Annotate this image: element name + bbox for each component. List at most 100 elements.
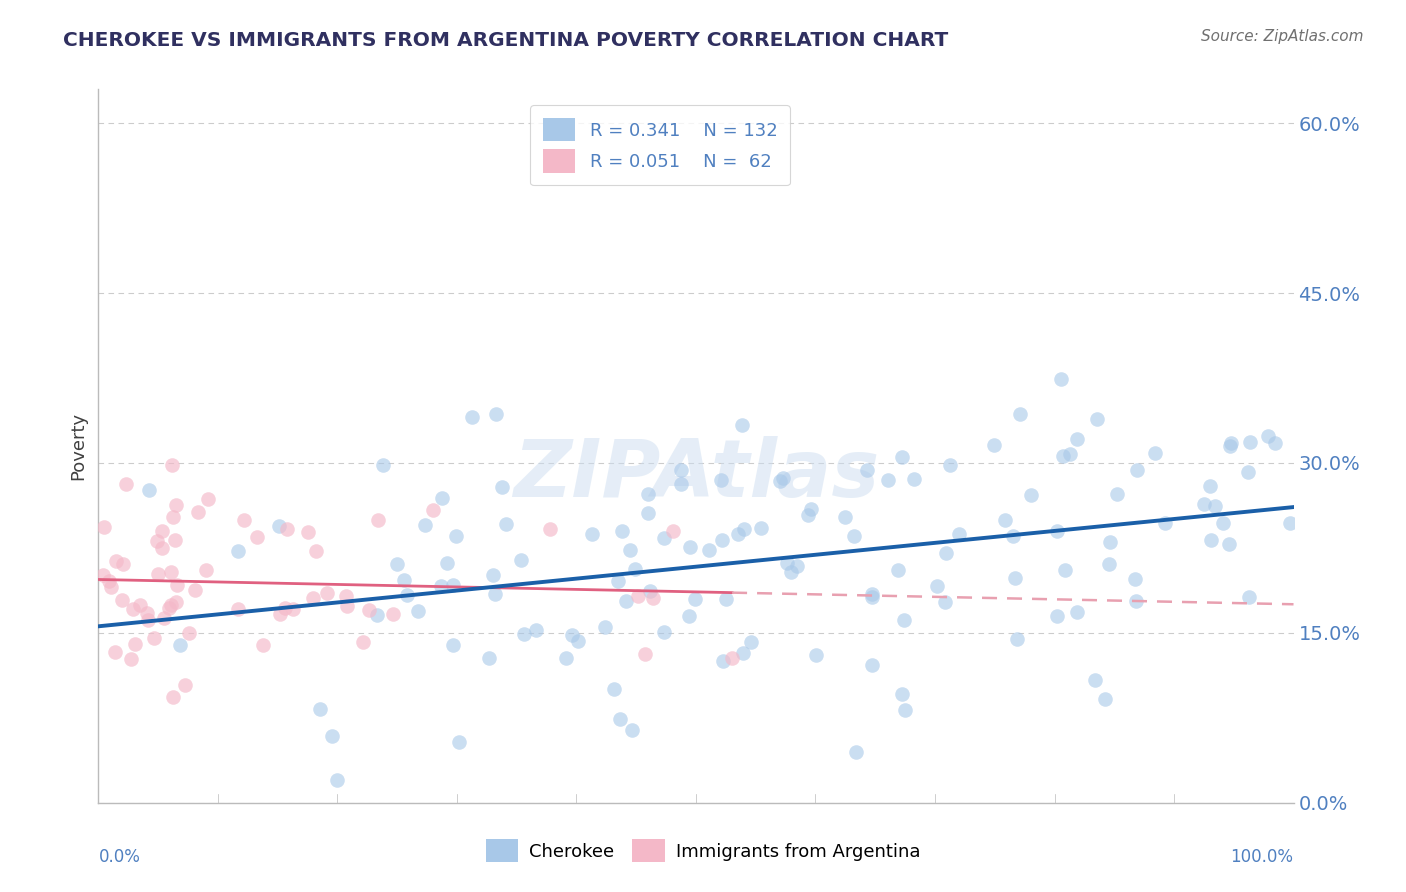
Point xyxy=(893,613,915,627)
Point xyxy=(430,579,453,593)
Point xyxy=(184,582,207,597)
Point xyxy=(983,438,1005,452)
Point xyxy=(124,637,146,651)
Point xyxy=(834,510,856,524)
Point xyxy=(394,573,416,587)
Point xyxy=(366,607,388,622)
Point xyxy=(1212,516,1234,530)
Point xyxy=(187,505,209,519)
Point xyxy=(860,590,883,604)
Point xyxy=(891,687,914,701)
Point xyxy=(122,602,145,616)
Point xyxy=(1094,692,1116,706)
Point xyxy=(652,531,675,545)
Point xyxy=(671,463,693,477)
Point xyxy=(1052,449,1074,463)
Point xyxy=(146,534,169,549)
Point xyxy=(1264,435,1286,450)
Point xyxy=(281,601,304,615)
Point xyxy=(731,417,754,432)
Point xyxy=(1123,573,1146,587)
Point xyxy=(484,587,506,601)
Point xyxy=(1201,533,1223,547)
Point xyxy=(432,491,454,506)
Text: CHEROKEE VS IMMIGRANTS FROM ARGENTINA POVERTY CORRELATION CHART: CHEROKEE VS IMMIGRANTS FROM ARGENTINA PO… xyxy=(63,31,949,50)
Point xyxy=(1219,436,1241,450)
Point xyxy=(652,625,675,640)
Point xyxy=(633,647,655,661)
Point xyxy=(367,513,389,527)
Point xyxy=(623,562,645,576)
Point xyxy=(194,563,217,577)
Point xyxy=(1237,591,1260,605)
Point xyxy=(938,458,960,472)
Point xyxy=(512,627,534,641)
Point xyxy=(1194,497,1216,511)
Point xyxy=(637,507,659,521)
Point xyxy=(169,638,191,652)
Point xyxy=(1239,434,1261,449)
Point xyxy=(842,529,865,543)
Point xyxy=(935,545,957,559)
Point xyxy=(276,522,298,536)
Point xyxy=(1237,465,1260,479)
Point xyxy=(252,638,274,652)
Point xyxy=(98,574,121,588)
Point xyxy=(91,568,114,582)
Point xyxy=(408,604,430,618)
Point xyxy=(136,613,159,627)
Point xyxy=(610,524,633,538)
Point xyxy=(485,407,508,421)
Point xyxy=(159,598,181,612)
Point xyxy=(422,503,444,517)
Point xyxy=(226,543,249,558)
Point xyxy=(1204,499,1226,513)
Point xyxy=(1050,372,1073,386)
Point xyxy=(890,450,912,464)
Point xyxy=(359,603,381,617)
Point xyxy=(150,524,173,538)
Point xyxy=(1085,412,1108,426)
Point xyxy=(641,591,664,606)
Point xyxy=(786,559,808,574)
Point xyxy=(1002,529,1025,543)
Point xyxy=(165,533,187,548)
Point xyxy=(385,557,408,571)
Point xyxy=(165,594,187,608)
Point xyxy=(481,568,503,582)
Point xyxy=(860,587,883,601)
Point xyxy=(326,773,349,788)
Point xyxy=(436,557,458,571)
Point xyxy=(619,543,641,558)
Point xyxy=(1010,407,1032,421)
Point xyxy=(162,690,184,705)
Point xyxy=(335,590,357,604)
Point xyxy=(197,492,219,507)
Point xyxy=(1199,479,1222,493)
Point xyxy=(800,502,823,516)
Point xyxy=(152,611,174,625)
Point xyxy=(716,592,738,607)
Point xyxy=(105,554,128,568)
Point xyxy=(593,620,616,634)
Point xyxy=(1098,557,1121,571)
Point xyxy=(315,586,337,600)
Legend: R = 0.341    N = 132, R = 0.051    N =  62: R = 0.341 N = 132, R = 0.051 N = 62 xyxy=(530,105,790,186)
Point xyxy=(413,518,436,533)
Point xyxy=(226,602,249,616)
Point xyxy=(1046,609,1069,624)
Point xyxy=(711,533,734,547)
Point xyxy=(710,473,733,487)
Point xyxy=(381,607,404,622)
Point xyxy=(246,530,269,544)
Point xyxy=(305,544,328,558)
Point xyxy=(948,527,970,541)
Point xyxy=(1004,571,1026,585)
Text: ZIPAtlas: ZIPAtlas xyxy=(513,435,879,514)
Point xyxy=(441,578,464,592)
Point xyxy=(856,463,879,477)
Point xyxy=(1053,563,1076,577)
Point xyxy=(173,678,195,692)
Point xyxy=(887,563,910,577)
Point xyxy=(510,552,533,566)
